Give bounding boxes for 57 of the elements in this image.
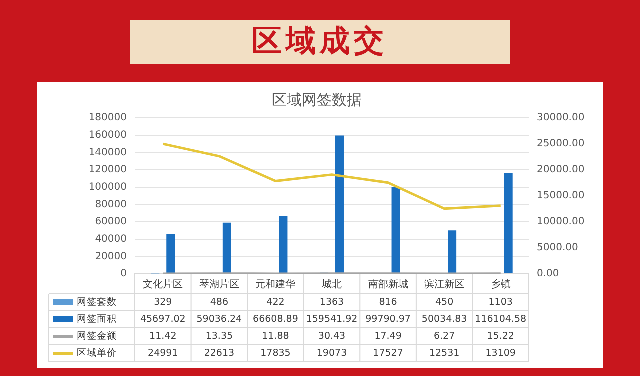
y2-tick-label: 0.00: [537, 268, 560, 280]
legend-label: 网签金额: [77, 330, 117, 342]
data-label: 486: [210, 296, 228, 308]
data-label: 50034.83: [422, 314, 468, 325]
data-label: 15.22: [487, 330, 514, 342]
data-label: 116104.58: [475, 314, 527, 325]
y2-tick-label: 15000.00: [537, 190, 585, 202]
y-tick-label: 60000: [95, 216, 127, 228]
data-label: 66608.89: [253, 314, 298, 325]
legend-label: 网签套数: [77, 296, 117, 308]
y2-tick-label: 10000.00: [537, 216, 585, 228]
x-tick-label: 琴湖片区: [199, 278, 240, 291]
y-tick-label: 160000: [88, 130, 127, 141]
data-label: 422: [266, 296, 285, 308]
x-tick-label: 文化片区: [143, 278, 184, 291]
data-label: 816: [379, 296, 398, 308]
data-label: 22613: [204, 348, 235, 359]
y2-tick-label: 5000.00: [537, 242, 578, 254]
data-label: 19073: [316, 348, 348, 359]
data-label: 1363: [320, 296, 344, 308]
legend-label: 网签面积: [77, 314, 117, 325]
x-tick-label: 乡镇: [490, 278, 511, 291]
legend-label: 区域单价: [77, 346, 117, 359]
data-label: 11.88: [262, 330, 290, 342]
data-label: 329: [154, 296, 172, 308]
data-label: 13109: [486, 348, 516, 359]
data-label: 11.42: [150, 330, 177, 342]
y-tick-label: 100000: [88, 182, 127, 193]
data-label: 450: [436, 296, 454, 308]
y-tick-label: 0: [120, 268, 127, 280]
data-label: 59036.24: [196, 314, 242, 325]
data-label: 13.35: [206, 330, 234, 342]
data-label: 17835: [260, 348, 291, 359]
y2-tick-label: 20000.00: [537, 164, 585, 176]
data-label: 30.43: [318, 330, 346, 342]
x-tick-label: 滨江新区: [424, 278, 465, 291]
y-tick-label: 140000: [88, 147, 127, 158]
data-label: 99790.97: [366, 314, 411, 325]
x-tick-label: 城北: [321, 278, 342, 291]
y-tick-label: 40000: [95, 234, 127, 245]
y2-tick-label: 25000.00: [537, 138, 585, 150]
y2-tick-label: 30000.00: [537, 112, 585, 124]
y-tick-label: 80000: [95, 199, 127, 210]
y-tick-label: 180000: [88, 112, 127, 124]
data-label: 159541.92: [306, 314, 358, 325]
data-label: 1103: [488, 296, 513, 308]
chart-subtitle: 区域网签数据: [272, 90, 362, 109]
y-tick-label: 120000: [88, 164, 127, 176]
x-tick-label: 元和建华: [256, 278, 296, 291]
data-label: 45697.02: [140, 314, 186, 325]
data-label: 17.49: [374, 330, 402, 342]
data-label: 24991: [148, 348, 178, 359]
data-label: 12531: [429, 348, 460, 359]
y-tick-label: 20000: [95, 251, 127, 262]
x-tick-label: 南部新城: [368, 278, 408, 291]
data-label: 17527: [373, 348, 404, 359]
data-label: 6.27: [434, 330, 456, 342]
